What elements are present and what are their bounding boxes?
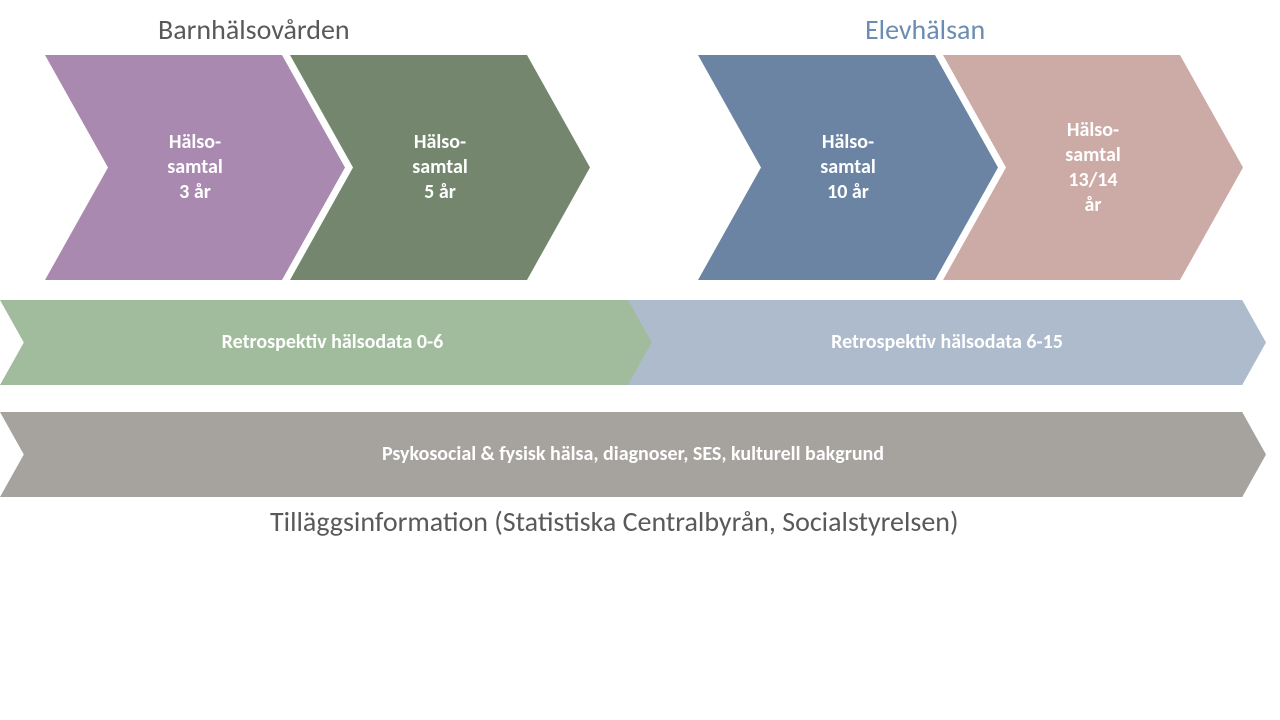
- row3-chevron-0: Psykosocial & fysisk hälsa, diagnoser, S…: [0, 412, 1266, 497]
- footer-text: Tilläggsinformation (Statistiska Central…: [270, 504, 958, 539]
- header-right: Elevhälsan: [865, 12, 985, 47]
- footer-caption: Tilläggsinformation (Statistiska Central…: [270, 504, 958, 539]
- row2-chevron-0: Retrospektiv hälsodata 0-6: [0, 300, 665, 385]
- row1-chevron-3: Hälso-samtal13/14år: [943, 55, 1243, 280]
- header-right-text: Elevhälsan: [865, 12, 985, 47]
- header-left-text: Barnhälsovården: [158, 12, 350, 47]
- header-left: Barnhälsovården: [158, 12, 350, 47]
- row2-chevron-1: Retrospektiv hälsodata 6-15: [628, 300, 1266, 385]
- row1-chevron-1: Hälso-samtal5 år: [290, 55, 590, 280]
